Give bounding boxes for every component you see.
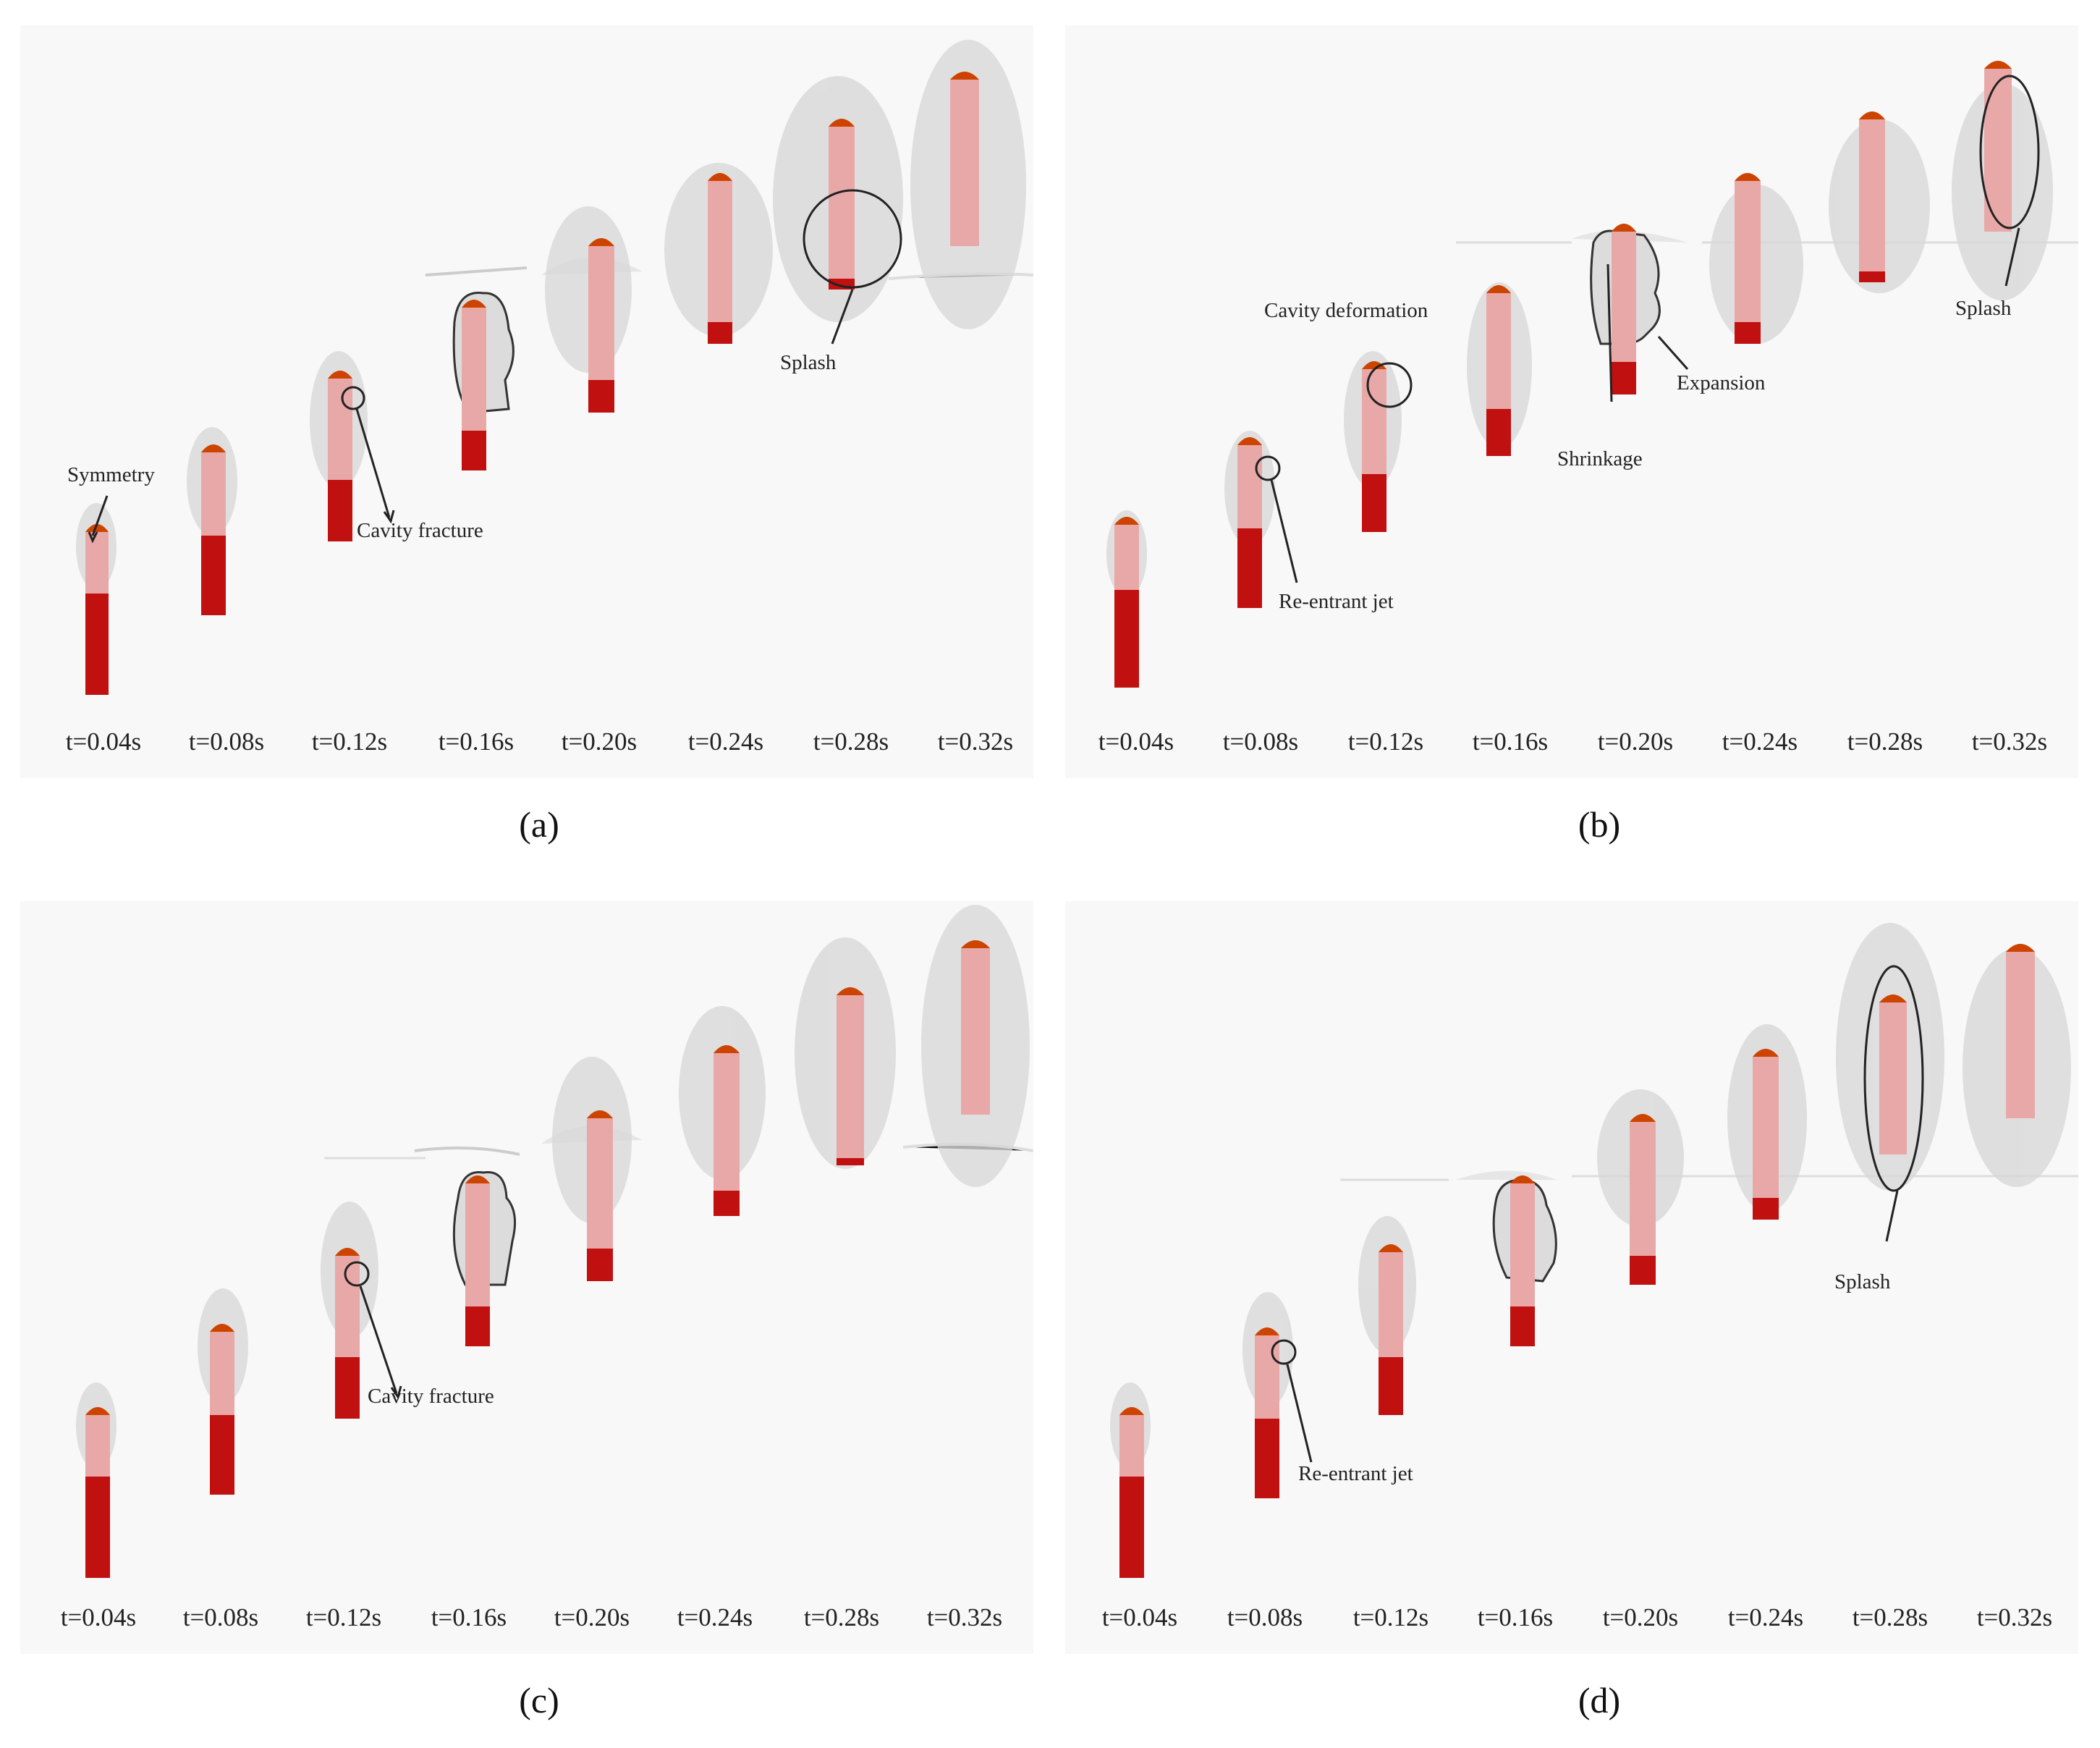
annotation-splash: Splash <box>1955 297 2012 320</box>
annotation-symmetry: Symmetry <box>67 463 155 486</box>
time-label: t=0.04s <box>60 1603 137 1631</box>
projectiles <box>1114 61 2012 688</box>
annotation-shrinkage: Shrinkage <box>1557 447 1643 470</box>
time-label: t=0.20s <box>1602 1603 1679 1631</box>
time-label: t=0.12s <box>1347 727 1424 756</box>
time-label: t=0.16s <box>438 727 515 756</box>
time-label: t=0.28s <box>1852 1603 1928 1631</box>
water-surface <box>1340 1170 2078 1181</box>
annotation-marks <box>1255 75 2040 583</box>
annotation-marks <box>1271 965 1924 1463</box>
annotation-cavity-fracture: Cavity fracture <box>357 519 483 542</box>
time-label: t=0.28s <box>803 1603 880 1631</box>
annotation-re-entrant-jet: Re-entrant jet <box>1298 1462 1413 1485</box>
projectiles <box>85 72 979 695</box>
projectiles <box>1119 944 2035 1578</box>
time-label: t=0.20s <box>1597 727 1674 756</box>
panel-a: Symmetry Cavity fracture Splash t=0.04s … <box>20 25 1033 778</box>
time-label: t=0.24s <box>687 727 764 756</box>
cavity-shapes <box>1110 923 2071 1469</box>
projectiles <box>85 940 990 1578</box>
time-label: t=0.28s <box>813 727 889 756</box>
time-label: t=0.12s <box>1352 1603 1429 1631</box>
time-label: t=0.16s <box>1477 1603 1554 1631</box>
time-label: t=0.08s <box>188 727 265 756</box>
annotation-marks <box>88 189 902 544</box>
panel-b-drawing <box>1106 61 2078 688</box>
time-label: t=0.08s <box>1227 1603 1303 1631</box>
caption-c: (c) <box>519 1680 559 1720</box>
annotation-cavity-fracture: Cavity fracture <box>368 1385 494 1408</box>
time-label: t=0.28s <box>1847 727 1923 756</box>
time-label: t=0.16s <box>431 1603 507 1631</box>
time-label: t=0.04s <box>1101 1603 1178 1631</box>
time-label: t=0.32s <box>1976 1603 2053 1631</box>
annotation-cavity-deformation: Cavity deformation <box>1264 299 1428 322</box>
caption-b: (b) <box>1578 804 1621 845</box>
time-label: t=0.20s <box>561 727 638 756</box>
time-label: t=0.24s <box>1727 1603 1804 1631</box>
time-label: t=0.32s <box>937 727 1014 756</box>
time-label: t=0.16s <box>1472 727 1549 756</box>
panel-c: Cavity fracture t=0.04s t=0.08s t=0.12s … <box>20 901 1033 1654</box>
annotation-marks <box>344 1261 402 1400</box>
time-label: t=0.32s <box>1971 727 2048 756</box>
time-label: t=0.20s <box>554 1603 630 1631</box>
caption-d: (d) <box>1578 1680 1621 1720</box>
panel-a-drawing <box>76 40 1033 695</box>
time-label: t=0.24s <box>677 1603 753 1631</box>
water-surface <box>324 1126 1033 1160</box>
annotation-re-entrant-jet: Re-entrant jet <box>1279 590 1394 613</box>
caption-a: (a) <box>519 804 559 845</box>
panel-b: Cavity deformation Re-entrant jet Shrink… <box>1065 25 2078 778</box>
time-label: t=0.24s <box>1722 727 1798 756</box>
time-label: t=0.08s <box>1222 727 1299 756</box>
time-label: t=0.08s <box>182 1603 259 1631</box>
panel-d-drawing <box>1110 923 2078 1578</box>
time-label: t=0.12s <box>311 727 388 756</box>
panel-c-drawing <box>76 905 1033 1578</box>
time-label: t=0.32s <box>926 1603 1003 1631</box>
time-label: t=0.12s <box>305 1603 382 1631</box>
time-label: t=0.04s <box>1098 727 1174 756</box>
annotation-expansion: Expansion <box>1677 371 1766 394</box>
annotation-splash: Splash <box>1834 1270 1891 1293</box>
annotation-splash: Splash <box>780 351 837 374</box>
time-label: t=0.04s <box>65 727 142 756</box>
panel-d: Re-entrant jet Splash t=0.04s t=0.08s t=… <box>1065 901 2078 1654</box>
